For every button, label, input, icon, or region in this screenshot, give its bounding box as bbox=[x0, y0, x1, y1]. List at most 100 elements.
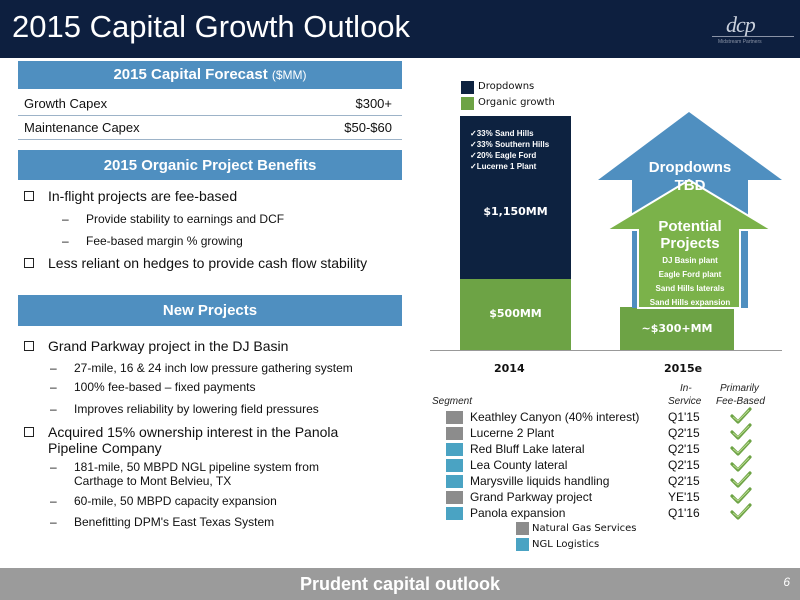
segment-swatch bbox=[446, 459, 463, 472]
checkbox-bullet-icon bbox=[24, 341, 34, 351]
dropdowns-tbd-label: Dropdowns TBD bbox=[630, 159, 750, 195]
potential-project-item: Sand Hills laterals bbox=[655, 284, 725, 293]
potential-projects-line2: Projects bbox=[660, 235, 720, 252]
legend-swatch-organic bbox=[461, 97, 474, 110]
potential-projects-line1: Potential bbox=[658, 218, 722, 235]
col-header-service-1: In- bbox=[680, 383, 692, 394]
potential-project-item: DJ Basin plant bbox=[662, 256, 718, 265]
segment-name: Lea County lateral bbox=[470, 458, 568, 472]
bullet-text: Acquired 15% ownership interest in the P… bbox=[48, 424, 339, 440]
data-label-organic-2014: $500MM bbox=[489, 307, 542, 321]
service-date: Q1'16 bbox=[668, 506, 700, 520]
dropdowns-tbd-line2: TBD bbox=[674, 177, 706, 194]
bullet-text: Fee-based margin % growing bbox=[86, 234, 243, 248]
fee-based-check-icon bbox=[730, 471, 752, 492]
x-tick-2014: 2014 bbox=[494, 362, 525, 375]
footer-bar: Prudent capital outlook 6 bbox=[0, 568, 800, 600]
bullet-text: Grand Parkway project in the DJ Basin bbox=[48, 338, 289, 354]
bar-organic-2015 bbox=[620, 307, 734, 350]
bullet-text: 60-mile, 50 MBPD capacity expansion bbox=[74, 494, 277, 508]
logo-subtext: Midstream Partners bbox=[718, 39, 762, 45]
dropdowns-tbd-line1: Dropdowns bbox=[648, 159, 732, 176]
x-tick-2015e: 2015e bbox=[664, 362, 703, 375]
checkbox-bullet-icon bbox=[24, 427, 34, 437]
legend-swatch-dropdowns bbox=[461, 81, 474, 94]
logo-text: dcp bbox=[726, 12, 756, 37]
legend-label-dropdowns: Dropdowns bbox=[478, 81, 535, 92]
col-header-service-2: Service bbox=[668, 396, 702, 407]
col-header-segment: Segment bbox=[432, 396, 473, 407]
bar-dropdowns-2014 bbox=[460, 115, 571, 279]
segment-name: Grand Parkway project bbox=[470, 490, 593, 504]
checkmark-icon: ✓ bbox=[470, 129, 477, 138]
title-bar: 2015 Capital Growth Outlook dcp Midstrea… bbox=[0, 0, 800, 58]
x-axis bbox=[430, 350, 782, 351]
bullet-text: Pipeline Company bbox=[48, 440, 162, 456]
service-date: Q2'15 bbox=[668, 442, 700, 456]
logo-rule bbox=[712, 36, 794, 37]
fee-based-check-icon bbox=[730, 407, 752, 428]
fee-based-check-icon bbox=[730, 423, 752, 444]
company-logo: dcp Midstream Partners bbox=[712, 10, 794, 48]
table-row: Maintenance Capex $50-$60 bbox=[18, 116, 402, 140]
table-row: Panola expansion Q1'16 bbox=[444, 503, 774, 524]
segment-name: Keathley Canyon (40% interest) bbox=[470, 410, 640, 424]
service-date: Q2'15 bbox=[668, 474, 700, 488]
segment-name: Red Bluff Lake lateral bbox=[470, 442, 585, 456]
segment-swatch bbox=[446, 491, 463, 504]
forecast-value: $300+ bbox=[355, 96, 392, 111]
check-item: ✓33% Sand Hills bbox=[470, 128, 570, 139]
bullet-text: 27-mile, 16 & 24 inch low pressure gathe… bbox=[74, 361, 353, 375]
check-item: ✓20% Eagle Ford bbox=[470, 150, 570, 161]
table-row: Lucerne 2 Plant Q2'15 bbox=[444, 423, 774, 444]
segment-swatch bbox=[446, 443, 463, 456]
service-date: Q1'15 bbox=[668, 410, 700, 424]
new-projects-header: New Projects bbox=[18, 295, 402, 326]
dash-bullet-icon: – bbox=[50, 402, 57, 416]
fee-based-check-icon bbox=[730, 487, 752, 508]
footer-title: Prudent capital outlook bbox=[299, 574, 500, 594]
bullet-text: Provide stability to earnings and DCF bbox=[86, 212, 285, 226]
check-item-text: 33% Southern Hills bbox=[476, 140, 550, 149]
bar-organic-2014 bbox=[460, 278, 571, 350]
check-item-text: Lucerne 1 Plant bbox=[476, 162, 537, 171]
potential-project-item: Eagle Ford plant bbox=[658, 270, 722, 279]
service-date: Q2'15 bbox=[668, 458, 700, 472]
legend-label-organic: Organic growth bbox=[478, 97, 555, 108]
dash-bullet-icon: – bbox=[50, 361, 57, 375]
segment-swatch bbox=[446, 475, 463, 488]
dash-bullet-icon: – bbox=[50, 515, 57, 529]
segment-swatch bbox=[446, 507, 463, 520]
bullet-text: 100% fee-based – fixed payments bbox=[74, 380, 256, 394]
checkbox-bullet-icon bbox=[24, 191, 34, 201]
fee-based-check-icon bbox=[730, 503, 752, 524]
checkmark-icon: ✓ bbox=[470, 140, 477, 149]
check-item-text: 20% Eagle Ford bbox=[476, 151, 537, 160]
bullet-text: 181-mile, 50 MBPD NGL pipeline system fr… bbox=[74, 460, 319, 474]
forecast-value: $50-$60 bbox=[344, 120, 392, 135]
bullet-text: Benefitting DPM's East Texas System bbox=[74, 515, 275, 529]
checkmark-icon: ✓ bbox=[470, 162, 477, 171]
forecast-label: Growth Capex bbox=[24, 96, 108, 111]
forecast-unit: ($MM) bbox=[271, 68, 307, 82]
table-row: Keathley Canyon (40% interest) Q1'15 bbox=[444, 407, 774, 428]
legend-swatch-ngl bbox=[516, 538, 529, 551]
dash-bullet-icon: – bbox=[50, 494, 57, 508]
dash-bullet-icon: – bbox=[62, 212, 69, 226]
forecast-header: 2015 Capital Forecast ($MM) bbox=[18, 61, 402, 89]
dash-bullet-icon: – bbox=[50, 380, 57, 394]
table-row: Marysville liquids handling Q2'15 bbox=[444, 471, 774, 492]
arrow-shapes bbox=[598, 112, 782, 309]
arrow-potential-projects bbox=[602, 178, 776, 309]
fee-based-check-icon bbox=[730, 439, 752, 460]
dash-bullet-icon: – bbox=[62, 234, 69, 248]
bullet-text: In-flight projects are fee-based bbox=[48, 188, 238, 204]
legend-label-gas: Natural Gas Services bbox=[532, 523, 637, 534]
potential-projects-label: Potential Projects bbox=[630, 218, 750, 252]
forecast-table: Growth Capex $300+ Maintenance Capex $50… bbox=[18, 92, 402, 140]
table-row: Grand Parkway project YE'15 bbox=[444, 487, 774, 508]
dash-bullet-icon: – bbox=[50, 460, 57, 474]
data-label-organic-2015: ~$300+MM bbox=[641, 321, 713, 335]
segment-name: Marysville liquids handling bbox=[470, 474, 610, 488]
segment-name: Panola expansion bbox=[470, 506, 566, 520]
